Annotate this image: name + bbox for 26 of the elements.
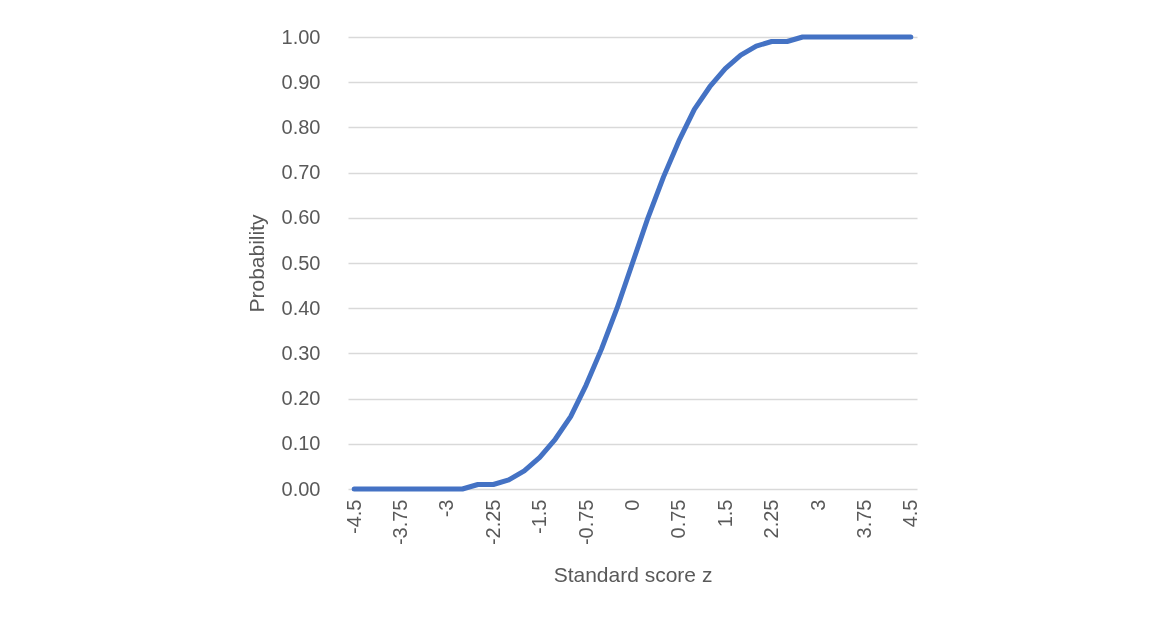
y-tick-label: 0.10: [281, 432, 321, 455]
x-tick-label: -1.5: [528, 499, 551, 534]
y-axis-title: Probability: [244, 213, 268, 313]
y-tick-label: 0.50: [281, 251, 321, 274]
y-tick-label: 1.00: [281, 25, 321, 48]
y-tick-label: 0.40: [281, 296, 321, 319]
y-tick-label: 0.00: [281, 477, 321, 500]
y-tick-label: 0.90: [281, 70, 321, 93]
y-tick-label: 0.30: [281, 341, 321, 364]
x-tick-label: -4.5: [342, 499, 365, 534]
x-tick-label: 4.5: [899, 499, 922, 528]
x-tick-label: -0.75: [574, 499, 597, 546]
x-tick-label: 3: [806, 499, 829, 511]
x-tick-label: 1.5: [713, 499, 736, 528]
x-tick-label: -3: [435, 499, 458, 518]
x-tick-label: 2.25: [760, 499, 783, 539]
y-tick-label: 0.60: [281, 206, 321, 229]
y-tick-label: 0.20: [281, 387, 321, 410]
y-tick-label: 0.70: [281, 161, 321, 184]
x-tick-label: 0: [621, 499, 643, 511]
x-axis-title: Standard score z: [553, 563, 713, 587]
x-tick-label: 3.75: [852, 499, 875, 539]
x-tick-label: -2.25: [481, 499, 504, 546]
x-tick-label: -3.75: [389, 499, 412, 546]
y-tick-label: 0.80: [281, 115, 321, 138]
x-tick-label: 0.75: [667, 499, 690, 539]
